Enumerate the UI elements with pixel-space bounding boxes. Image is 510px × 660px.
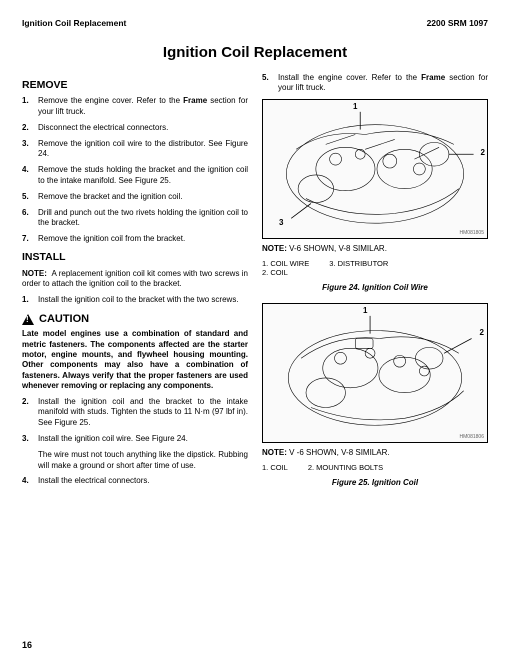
step-subtext: The wire must not touch anything like th… bbox=[38, 450, 248, 472]
figure-25-caption: Figure 25. Ignition Coil bbox=[262, 478, 488, 488]
remove-heading: REMOVE bbox=[22, 79, 248, 93]
step-text: Install the ignition coil to the bracket… bbox=[38, 295, 239, 306]
step-num: 1. bbox=[22, 295, 32, 306]
figure-id: HM081806 bbox=[460, 434, 484, 441]
step-num: 5. bbox=[22, 192, 32, 203]
step-num: 3. bbox=[22, 139, 32, 161]
step-num: 3. bbox=[22, 434, 32, 445]
step-text: Remove the studs holding the bracket and… bbox=[38, 165, 248, 187]
figure-24-caption: Figure 24. Ignition Coil Wire bbox=[262, 283, 488, 293]
step-num: 7. bbox=[22, 234, 32, 245]
callout-1: 1 bbox=[353, 102, 357, 112]
page-number: 16 bbox=[22, 640, 32, 652]
figure-25-image: 1 2 HM081806 bbox=[262, 303, 488, 443]
callout-3: 3 bbox=[279, 218, 283, 228]
figure-24-note: NOTE: V-6 SHOWN, V-8 SIMILAR. bbox=[262, 244, 488, 254]
step-text: Install the ignition coil wire. See Figu… bbox=[38, 434, 188, 445]
step-text: Remove the ignition coil from the bracke… bbox=[38, 234, 185, 245]
figure-id: HM081805 bbox=[460, 230, 484, 237]
caution-label: CAUTION bbox=[39, 312, 89, 326]
caution-icon bbox=[22, 314, 34, 325]
step-text: Remove the bracket and the ignition coil… bbox=[38, 192, 183, 203]
page-title: Ignition Coil Replacement bbox=[22, 43, 488, 63]
step-text: Remove the engine cover. Refer to the Fr… bbox=[38, 96, 248, 118]
step-text: Remove the ignition coil wire to the dis… bbox=[38, 139, 248, 161]
step-num: 5. bbox=[262, 73, 272, 95]
step-num: 6. bbox=[22, 208, 32, 230]
step-num: 2. bbox=[22, 123, 32, 134]
callout-2: 2 bbox=[481, 148, 485, 158]
header-left: Ignition Coil Replacement bbox=[22, 18, 126, 29]
step-num: 4. bbox=[22, 476, 32, 487]
caution-block: CAUTION Late model engines use a combina… bbox=[22, 312, 248, 392]
step-text: Install the engine cover. Refer to the F… bbox=[278, 73, 488, 95]
install-note: NOTE: A replacement ignition coil kit co… bbox=[22, 269, 248, 291]
caution-body: Late model engines use a combination of … bbox=[22, 329, 248, 391]
step-text: Install the electrical connectors. bbox=[38, 476, 150, 487]
figure-24-image: 1 2 3 HM081805 bbox=[262, 99, 488, 239]
callout-2: 2 bbox=[480, 328, 484, 338]
figure-24-keys: 1. COIL WIRE 2. COIL 3. DISTRIBUTOR bbox=[262, 259, 488, 279]
step-text: Install the ignition coil and the bracke… bbox=[38, 397, 248, 429]
step-num: 2. bbox=[22, 397, 32, 429]
figure-25-keys: 1. COIL 2. MOUNTING BOLTS bbox=[262, 463, 488, 473]
callout-1: 1 bbox=[363, 306, 367, 316]
install-heading: INSTALL bbox=[22, 251, 248, 265]
figure-25-note: NOTE: V -6 SHOWN, V-8 SIMILAR. bbox=[262, 448, 488, 458]
header-right: 2200 SRM 1097 bbox=[427, 18, 488, 29]
step-text: Disconnect the electrical connectors. bbox=[38, 123, 168, 134]
right-column: 5. Install the engine cover. Refer to the… bbox=[262, 73, 488, 498]
step-text: Drill and punch out the two rivets holdi… bbox=[38, 208, 248, 230]
step-num: 4. bbox=[22, 165, 32, 187]
left-column: REMOVE 1. Remove the engine cover. Refer … bbox=[22, 73, 248, 498]
step-num: 1. bbox=[22, 96, 32, 118]
